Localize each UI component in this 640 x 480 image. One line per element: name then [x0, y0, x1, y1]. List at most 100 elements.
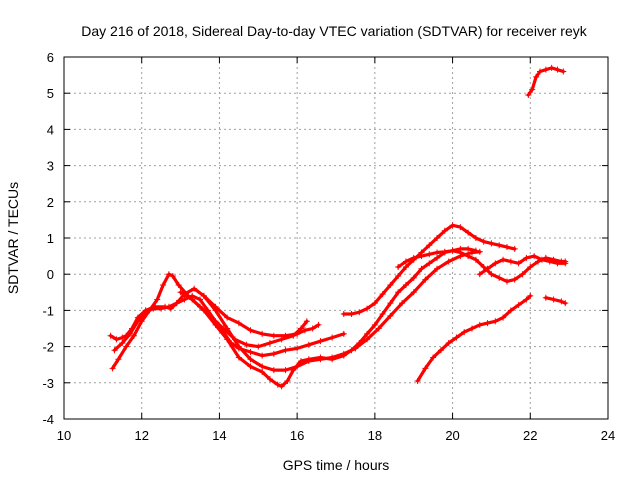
data-point: [434, 265, 441, 272]
y-tick-label: -4: [42, 412, 54, 427]
data-point: [480, 263, 487, 270]
data-point: [259, 363, 266, 370]
data-point: [527, 292, 534, 299]
data-point: [488, 271, 495, 278]
y-tick-label: 6: [47, 50, 54, 65]
series-trace: [416, 294, 532, 383]
data-point: [523, 296, 530, 303]
data-point: [154, 296, 161, 303]
data-point: [298, 325, 305, 332]
y-tick-label: 4: [47, 122, 54, 137]
data-point: [426, 260, 433, 267]
data-point: [469, 325, 475, 332]
data-point: [259, 368, 266, 375]
data-point: [329, 334, 336, 341]
data-point: [160, 282, 167, 289]
data-point: [554, 260, 561, 267]
data-point: [542, 294, 549, 301]
x-tick-label: 22: [523, 428, 537, 443]
y-tick-label: 0: [47, 267, 54, 282]
data-point: [488, 240, 495, 247]
data-point: [441, 227, 448, 234]
data-point: [445, 258, 452, 265]
data-point: [356, 309, 363, 316]
data-point: [107, 332, 114, 339]
series-track-i: [414, 292, 534, 384]
data-point: [294, 363, 301, 370]
data-point: [247, 363, 254, 370]
data-point: [537, 68, 543, 75]
data-point: [247, 356, 254, 363]
data-point: [560, 68, 567, 75]
data-point: [212, 321, 219, 328]
x-tick-label: 16: [290, 428, 304, 443]
series-track-h: [476, 253, 569, 278]
x-tick-label: 24: [601, 428, 615, 443]
series-track-e: [200, 248, 483, 374]
data-point: [387, 312, 394, 319]
data-point: [538, 256, 545, 263]
data-point: [500, 256, 507, 263]
data-point: [266, 376, 273, 383]
data-point: [496, 242, 503, 249]
data-point: [531, 253, 538, 260]
data-point: [484, 265, 491, 272]
data-point: [119, 334, 126, 341]
data-point: [134, 318, 141, 325]
data-point: [465, 253, 472, 260]
x-tick-label: 10: [57, 428, 71, 443]
y-tick-label: -3: [42, 376, 54, 391]
data-point: [235, 343, 242, 350]
data-point: [348, 311, 355, 318]
data-point: [270, 332, 277, 339]
data-point: [175, 282, 182, 289]
y-tick-label: -1: [42, 303, 54, 318]
data-point: [315, 321, 322, 328]
data-point: [422, 276, 429, 283]
data-point: [492, 318, 499, 325]
data-point: [119, 339, 126, 346]
y-tick-label: 5: [47, 86, 54, 101]
data-point: [278, 383, 285, 390]
data-point: [340, 350, 347, 357]
data-point: [507, 307, 514, 314]
data-point: [500, 314, 507, 321]
data-point: [457, 249, 464, 256]
data-point: [461, 329, 468, 336]
data-point: [270, 367, 277, 374]
data-point: [284, 377, 291, 384]
data-point: [449, 247, 456, 254]
y-tick-labels: -4 -3 -2 -1 0 1 2 3 4 5 6: [42, 50, 54, 427]
data-point: [395, 263, 402, 270]
x-tick-label: 14: [212, 428, 226, 443]
chart-title: Day 216 of 2018, Sidereal Day-to-day VTE…: [81, 23, 587, 39]
gridlines: [64, 57, 608, 419]
y-tick-label: -2: [42, 340, 54, 355]
data-point: [562, 260, 569, 267]
data-point: [548, 64, 555, 71]
data-series: [107, 64, 569, 390]
series-trace: [544, 296, 567, 305]
data-point: [437, 347, 444, 354]
data-point: [546, 258, 553, 265]
data-point: [511, 276, 518, 283]
series-track-a: [107, 285, 322, 343]
data-point: [525, 92, 532, 99]
data-point: [453, 334, 460, 341]
data-point: [527, 263, 534, 270]
data-point: [511, 245, 518, 252]
data-point: [317, 338, 324, 345]
data-point: [426, 251, 433, 258]
data-point: [191, 285, 198, 292]
x-tick-label: 12: [134, 428, 148, 443]
data-point: [309, 325, 316, 332]
data-point: [484, 320, 491, 327]
data-point: [533, 73, 540, 80]
data-point: [418, 253, 425, 260]
series-trace: [108, 287, 321, 341]
data-point: [259, 330, 266, 337]
data-point: [426, 242, 433, 249]
data-point: [395, 289, 402, 296]
data-point: [200, 292, 207, 299]
data-point: [492, 260, 499, 267]
